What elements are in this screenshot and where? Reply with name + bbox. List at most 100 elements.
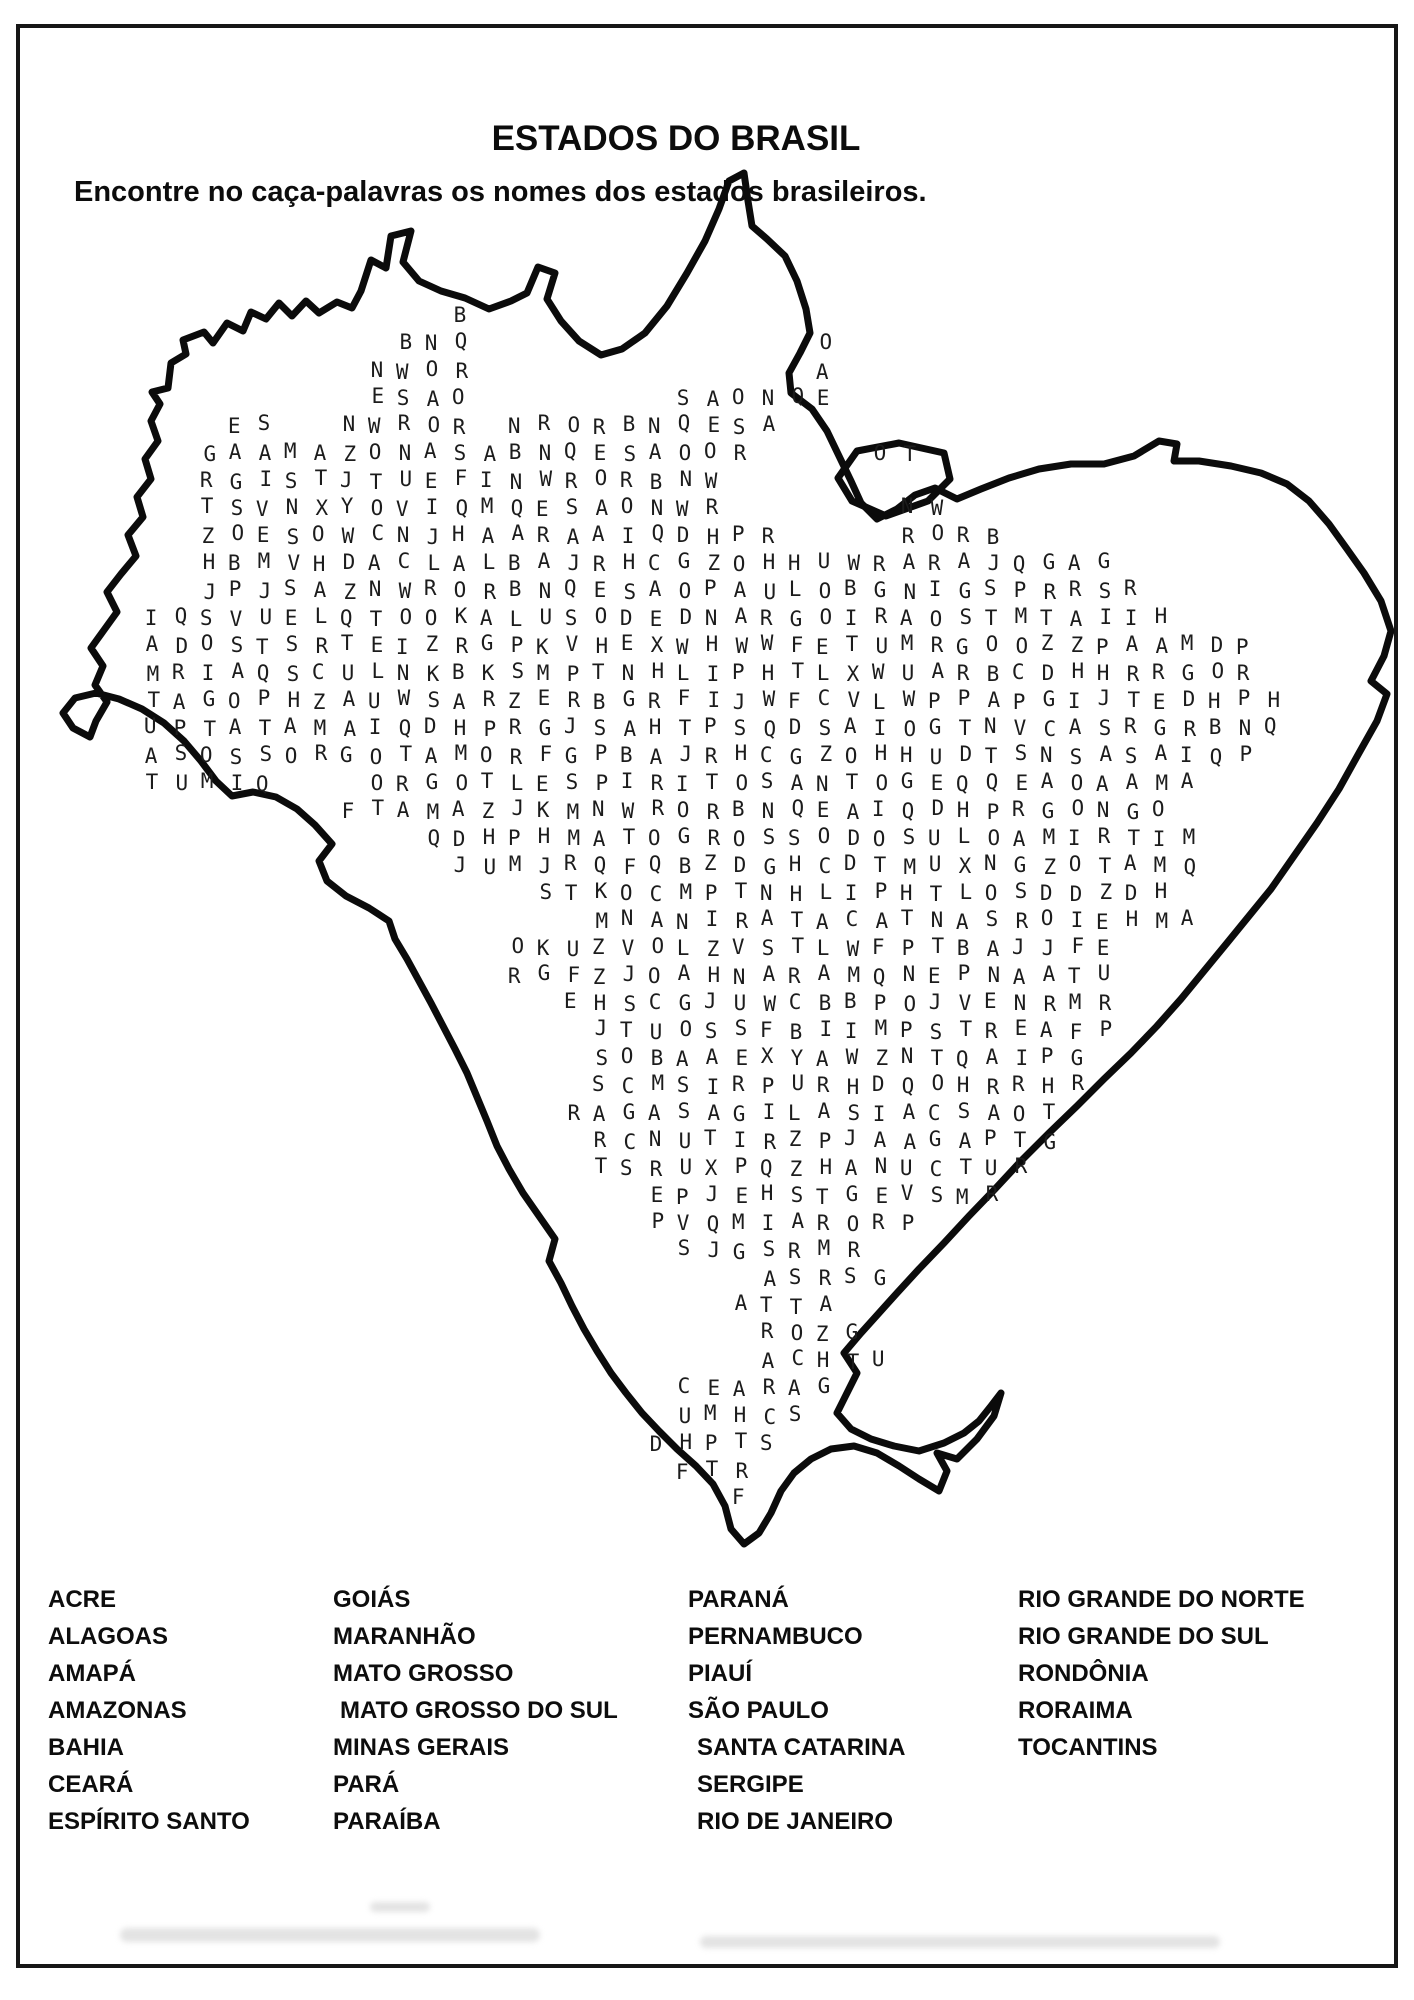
- grid-letter: U: [649, 1019, 663, 1044]
- grid-letter: W: [762, 687, 776, 712]
- grid-letter: D: [423, 713, 437, 738]
- grid-letter: B: [649, 469, 663, 494]
- grid-letter: U: [1097, 961, 1111, 986]
- grid-letter: Q: [791, 383, 805, 408]
- grid-letter: M: [1014, 603, 1028, 628]
- grid-letter: S: [762, 824, 776, 849]
- grid-letter: E: [227, 413, 241, 438]
- grid-letter: S: [734, 1016, 748, 1041]
- grid-letter: O: [594, 466, 608, 491]
- grid-letter: C: [788, 989, 802, 1014]
- grid-letter: M: [1180, 631, 1194, 656]
- grid-letter: H: [595, 633, 609, 658]
- grid-letter: M: [955, 1184, 969, 1209]
- grid-letter: M: [703, 1401, 717, 1426]
- grid-letter: Q: [677, 411, 691, 436]
- grid-letter: E: [620, 631, 634, 656]
- grid-letter: D: [733, 853, 747, 877]
- grid-letter: S: [511, 658, 525, 683]
- grid-letter: S: [677, 1098, 691, 1123]
- grid-letter: Z: [312, 689, 326, 714]
- grid-letter: A: [396, 798, 410, 822]
- grid-letter: Z: [1043, 854, 1057, 879]
- grid-letter: H: [537, 823, 551, 848]
- grid-letter: K: [535, 634, 549, 659]
- grid-letter: F: [1069, 1019, 1083, 1044]
- grid-letter: S: [983, 576, 997, 601]
- grid-letter: D: [843, 851, 857, 876]
- word-list-item: PARANÁ: [688, 1586, 789, 1613]
- grid-letter: A: [1180, 768, 1194, 793]
- grid-letter: A: [648, 439, 662, 464]
- grid-letter: N: [815, 772, 829, 797]
- grid-letter: H: [312, 552, 326, 577]
- grid-letter: B: [453, 303, 467, 327]
- grid-letter: R: [1097, 823, 1111, 848]
- grid-letter: S: [396, 385, 410, 410]
- grid-letter: R: [314, 741, 328, 766]
- grid-letter: J: [563, 713, 577, 738]
- grid-letter: O: [931, 521, 945, 546]
- grid-letter: R: [395, 772, 409, 797]
- grid-letter: H: [622, 549, 636, 574]
- grid-letter: B: [592, 689, 606, 714]
- grid-letter: A: [283, 713, 297, 738]
- grid-letter: O: [1068, 852, 1082, 877]
- grid-letter: Q: [651, 521, 665, 546]
- grid-letter: H: [760, 1181, 774, 1206]
- grid-letter: O: [732, 552, 746, 577]
- grid-letter: O: [594, 603, 608, 628]
- grid-letter: A: [145, 632, 159, 657]
- grid-letter: D: [959, 742, 973, 767]
- grid-letter: Z: [592, 964, 606, 989]
- grid-letter: M: [1068, 989, 1082, 1014]
- grid-letter: R: [593, 1128, 607, 1152]
- grid-letter: R: [647, 688, 661, 713]
- grid-letter: S: [230, 495, 244, 520]
- grid-letter: O: [844, 743, 858, 768]
- grid-letter: O: [369, 744, 383, 769]
- grid-letter: F: [454, 466, 468, 491]
- grid-letter: R: [509, 744, 523, 769]
- grid-letter: R: [455, 358, 469, 383]
- grid-letter: D: [788, 714, 802, 739]
- grid-letter: R: [423, 576, 437, 601]
- grid-letter: O: [678, 441, 692, 466]
- grid-letter: O: [818, 578, 832, 603]
- grid-letter: U: [483, 854, 497, 879]
- grid-letter: N: [759, 880, 773, 905]
- grid-letter: S: [623, 579, 637, 604]
- grid-letter: M: [817, 1236, 831, 1261]
- grid-letter: E: [1096, 935, 1110, 960]
- grid-letter: J: [203, 579, 217, 604]
- grid-letter: U: [791, 1071, 805, 1096]
- grid-letter: R: [592, 552, 606, 577]
- grid-letter: A: [1067, 551, 1081, 576]
- grid-letter: C: [763, 1404, 777, 1429]
- grid-letter: S: [453, 440, 467, 465]
- word-list-item: GOIÁS: [333, 1586, 411, 1613]
- grid-letter: Z: [815, 1322, 829, 1347]
- grid-letter: P: [899, 1018, 913, 1042]
- grid-letter: A: [791, 1208, 805, 1233]
- grid-letter: A: [902, 1099, 916, 1124]
- grid-letter: G: [1126, 799, 1140, 824]
- grid-letter: D: [676, 523, 690, 547]
- grid-letter: C: [623, 1129, 637, 1154]
- grid-letter: H: [648, 714, 662, 739]
- grid-letter: T: [678, 716, 692, 741]
- grid-letter: B: [789, 1019, 803, 1044]
- grid-letter: D: [871, 1072, 885, 1097]
- grid-letter: N: [648, 1127, 662, 1152]
- grid-letter: H: [816, 1348, 830, 1372]
- grid-letter: R: [563, 851, 577, 876]
- word-list-item: ALAGOAS: [48, 1623, 168, 1650]
- grid-letter: C: [1043, 717, 1057, 742]
- grid-letter: S: [259, 742, 273, 767]
- grid-letter: P: [901, 936, 915, 961]
- grid-letter: U: [678, 1403, 692, 1428]
- grid-letter: O: [875, 771, 889, 796]
- grid-letter: S: [704, 1018, 718, 1043]
- grid-letter: H: [899, 880, 913, 905]
- grid-letter: S: [564, 606, 578, 631]
